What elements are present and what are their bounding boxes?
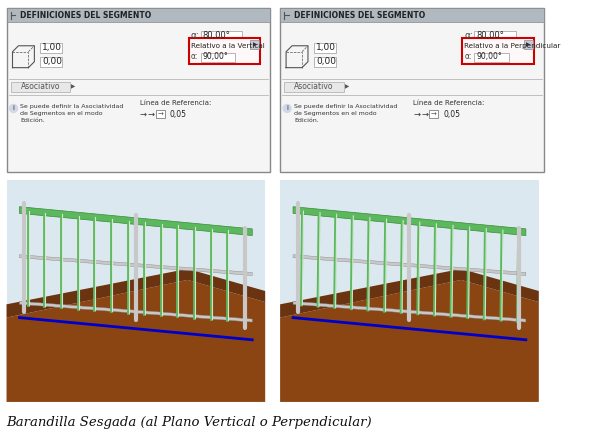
Bar xyxy=(474,53,509,62)
Text: α:: α: xyxy=(464,31,473,40)
Bar xyxy=(189,38,260,64)
Text: 0,00: 0,00 xyxy=(316,57,336,66)
Text: Relativo a la Vertical: Relativo a la Vertical xyxy=(191,43,264,49)
Text: 0,05: 0,05 xyxy=(443,110,460,119)
Text: 1,00: 1,00 xyxy=(316,43,336,52)
Bar xyxy=(41,43,62,53)
Bar xyxy=(284,82,344,92)
Bar xyxy=(280,8,544,172)
Text: ▶: ▶ xyxy=(345,84,349,89)
Text: →: → xyxy=(413,110,420,119)
Text: DEFINICIONES DEL SEGMENTO: DEFINICIONES DEL SEGMENTO xyxy=(294,11,425,20)
Text: 0,00: 0,00 xyxy=(42,57,62,66)
Bar xyxy=(314,43,336,53)
Bar xyxy=(155,111,165,118)
Text: α:: α: xyxy=(464,52,472,61)
Polygon shape xyxy=(280,280,539,402)
Polygon shape xyxy=(7,280,265,402)
Text: Se puede definir la Asociatividad
de Segmentos en el modo
Edición.: Se puede definir la Asociatividad de Seg… xyxy=(294,105,397,123)
Text: →: → xyxy=(422,110,428,119)
Bar xyxy=(462,38,534,64)
Bar xyxy=(474,31,516,41)
Bar xyxy=(10,82,70,92)
Text: →: → xyxy=(431,111,437,118)
Bar xyxy=(314,57,336,67)
Text: →: → xyxy=(148,110,155,119)
Text: α:: α: xyxy=(191,52,198,61)
Text: α:: α: xyxy=(191,31,200,40)
Text: i: i xyxy=(286,105,288,111)
Bar xyxy=(7,8,270,22)
Text: Se puede definir la Asociatividad
de Segmentos en el modo
Edición.: Se puede definir la Asociatividad de Seg… xyxy=(21,105,124,123)
Circle shape xyxy=(10,105,18,112)
Polygon shape xyxy=(7,269,265,318)
Circle shape xyxy=(283,105,291,112)
Polygon shape xyxy=(19,302,252,322)
Text: DEFINICIONES DEL SEGMENTO: DEFINICIONES DEL SEGMENTO xyxy=(21,11,152,20)
Polygon shape xyxy=(280,269,539,318)
Bar xyxy=(200,31,243,41)
Polygon shape xyxy=(293,255,526,276)
Text: Línea de Referencia:: Línea de Referencia: xyxy=(413,101,485,106)
Text: Relativo a la Perpendicular: Relativo a la Perpendicular xyxy=(464,43,561,49)
Text: i: i xyxy=(13,105,15,111)
Text: 1,00: 1,00 xyxy=(42,43,62,52)
Bar xyxy=(280,8,544,22)
Text: 80,00°: 80,00° xyxy=(476,31,504,40)
Text: →: → xyxy=(140,110,147,119)
Text: ▶: ▶ xyxy=(253,42,257,47)
Bar xyxy=(7,180,265,402)
Polygon shape xyxy=(19,206,252,235)
Bar xyxy=(200,53,235,62)
Bar xyxy=(280,180,539,402)
Bar xyxy=(41,57,62,67)
Text: 80,00°: 80,00° xyxy=(203,31,231,40)
Text: →: → xyxy=(157,111,163,118)
Text: ▶: ▶ xyxy=(526,42,531,47)
Bar xyxy=(250,40,259,49)
Text: Asociativo: Asociativo xyxy=(21,82,60,91)
Text: Asociativo: Asociativo xyxy=(294,82,333,91)
Text: 90,00°: 90,00° xyxy=(203,52,228,61)
Polygon shape xyxy=(293,206,526,235)
Text: ▶: ▶ xyxy=(71,84,76,89)
Text: 0,05: 0,05 xyxy=(169,110,187,119)
Text: Línea de Referencia:: Línea de Referencia: xyxy=(140,101,211,106)
Text: Barandilla Sesgada (al Plano Vertical o Perpendicular): Barandilla Sesgada (al Plano Vertical o … xyxy=(7,416,372,429)
Bar xyxy=(7,8,270,172)
Bar xyxy=(524,40,533,49)
Text: 90,00°: 90,00° xyxy=(476,52,502,61)
Polygon shape xyxy=(293,302,526,322)
Polygon shape xyxy=(19,255,252,276)
Bar xyxy=(430,111,438,118)
